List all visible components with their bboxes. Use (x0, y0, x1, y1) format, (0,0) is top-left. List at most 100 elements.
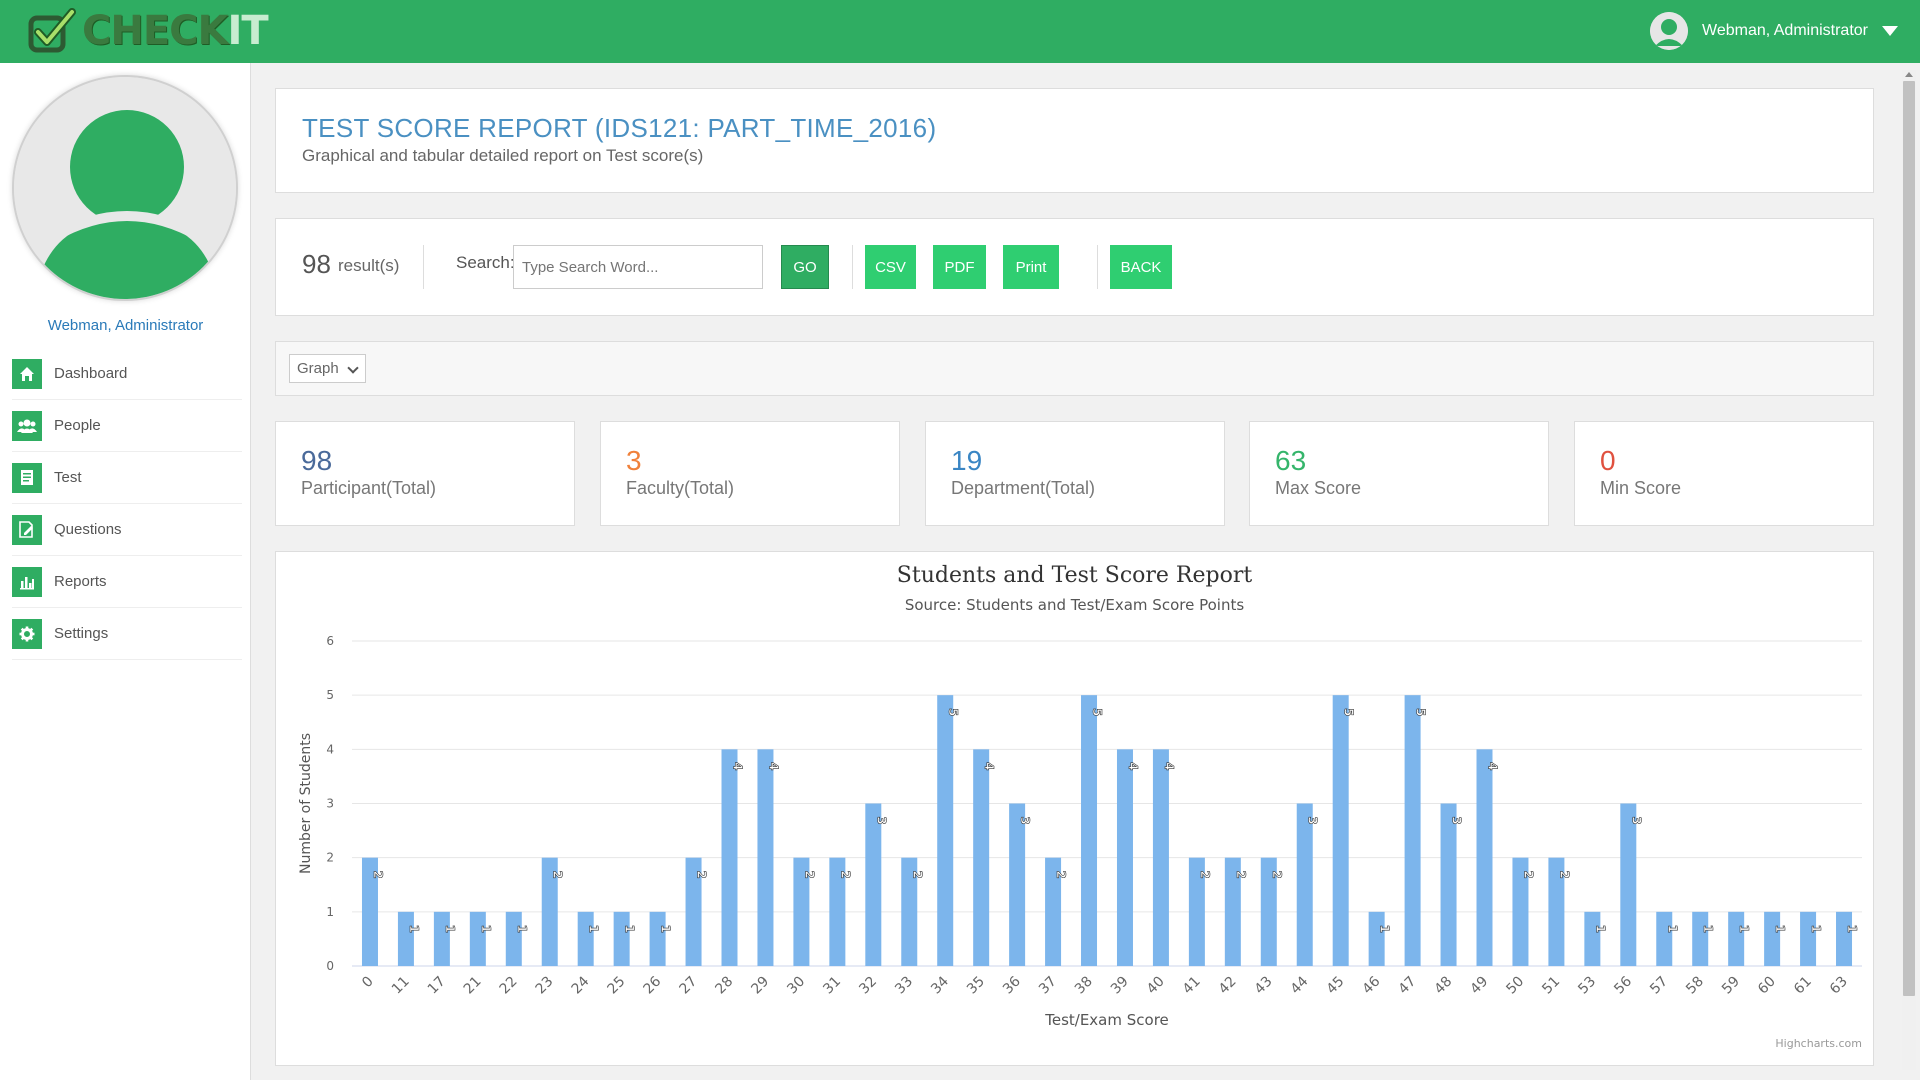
chart-bar (613, 911, 630, 966)
sidebar-item-people[interactable]: People (12, 400, 242, 452)
stat-label: Min Score (1600, 478, 1682, 498)
bar-data-label: 1 (659, 925, 673, 933)
pdf-button[interactable]: PDF (933, 245, 986, 289)
score-chart-panel: Students and Test Score Report Source: St… (275, 551, 1874, 1066)
stat-card-min-score: 0 Min Score (1574, 421, 1874, 526)
people-icon (12, 410, 42, 441)
chart-bar (1620, 803, 1637, 966)
stat-card-participants: 98 Participant(Total) (275, 421, 575, 526)
chart-bar (829, 857, 846, 966)
bar-data-label: 2 (1054, 870, 1068, 878)
csv-button[interactable]: CSV (865, 245, 916, 289)
y-tick-label: 5 (326, 688, 334, 702)
y-tick-label: 0 (326, 959, 334, 973)
back-button[interactable]: BACK (1110, 245, 1172, 289)
bar-data-label: 1 (1593, 925, 1607, 933)
bar-data-label: 4 (982, 762, 996, 770)
divider (423, 245, 424, 289)
bar-data-label: 3 (1018, 816, 1032, 824)
bar-data-label: 1 (515, 925, 529, 933)
user-avatar-icon (1650, 12, 1688, 50)
x-tick-label: 23 (533, 974, 557, 998)
bar-data-label: 3 (874, 816, 888, 824)
bar-data-label: 1 (1378, 925, 1392, 933)
bar-data-label: 2 (371, 870, 385, 878)
chart-bar (1584, 911, 1601, 966)
x-tick-label: 58 (1683, 974, 1707, 998)
stat-label: Max Score (1275, 478, 1362, 498)
y-tick-label: 1 (326, 905, 334, 919)
x-tick-label: 38 (1072, 974, 1096, 998)
chart-bar (1081, 695, 1098, 966)
chevron-down-icon[interactable] (1882, 26, 1898, 36)
view-select[interactable]: Graph (289, 354, 366, 383)
x-tick-label: 53 (1575, 974, 1599, 998)
stat-card-faculty: 3 Faculty(Total) (600, 421, 900, 526)
edit-document-icon (12, 514, 42, 545)
scroll-thumb[interactable] (1903, 81, 1915, 996)
bar-data-label: 3 (1306, 816, 1320, 824)
x-tick-label: 34 (928, 973, 952, 997)
document-icon (12, 462, 42, 493)
x-tick-label: 40 (1144, 974, 1168, 998)
top-bar: CHECKIT Webman, Administrator (0, 0, 1920, 63)
y-tick-label: 2 (326, 851, 334, 865)
x-tick-label: 24 (569, 973, 593, 997)
bar-data-label: 5 (1414, 708, 1428, 716)
chart-bar (577, 911, 594, 966)
page-scrollbar[interactable] (1902, 70, 1916, 1070)
bar-data-label: 5 (1090, 708, 1104, 716)
chart-title: Students and Test Score Report (897, 563, 1253, 588)
x-axis-label: Test/Exam Score (1044, 1011, 1169, 1029)
bar-chart-icon (12, 566, 42, 597)
chart-bar (1728, 911, 1745, 966)
user-menu[interactable]: Webman, Administrator (1650, 12, 1898, 50)
x-tick-label: 59 (1719, 974, 1743, 998)
app-logo[interactable]: CHECKIT (28, 5, 269, 57)
x-tick-label: 35 (964, 974, 988, 998)
bar-data-label: 1 (1809, 925, 1823, 933)
x-tick-label: 56 (1611, 973, 1635, 997)
view-selector-bar: Graph (275, 341, 1874, 396)
search-input[interactable] (513, 245, 763, 289)
stat-value: 19 (951, 445, 983, 476)
bar-data-label: 3 (1450, 816, 1464, 824)
user-silhouette-icon (14, 77, 236, 299)
chart-bar (469, 911, 486, 966)
stat-card-max-score: 63 Max Score (1249, 421, 1549, 526)
chart-bar (1152, 749, 1169, 966)
chart-bar (1476, 749, 1493, 966)
sidebar-item-dashboard[interactable]: Dashboard (12, 348, 242, 400)
x-tick-label: 27 (676, 974, 700, 998)
x-tick-label: 42 (1216, 974, 1240, 998)
x-tick-label: 26 (641, 973, 665, 997)
sidebar-item-questions[interactable]: Questions (12, 504, 242, 556)
stat-card-department: 19 Department(Total) (925, 421, 1225, 526)
bar-data-label: 2 (695, 870, 709, 878)
chart-bar (1692, 911, 1709, 966)
go-button[interactable]: GO (781, 245, 829, 289)
chart-bar (1368, 911, 1385, 966)
bar-data-label: 4 (1486, 762, 1500, 770)
chart-bar (901, 857, 918, 966)
scroll-up-arrow-icon[interactable] (1905, 72, 1913, 77)
chart-bar (649, 911, 666, 966)
stat-label: Faculty(Total) (626, 478, 735, 498)
x-tick-label: 49 (1467, 974, 1491, 998)
sidebar-item-label: Reports (54, 573, 107, 590)
sidebar-item-reports[interactable]: Reports (12, 556, 242, 608)
chart-subtitle: Source: Students and Test/Exam Score Poi… (905, 596, 1245, 614)
chart-bar (1116, 749, 1133, 966)
chart-bar (1440, 803, 1457, 966)
bar-data-label: 1 (587, 925, 601, 933)
x-tick-label: 31 (820, 974, 844, 998)
print-button[interactable]: Print (1003, 245, 1059, 289)
sidebar-item-settings[interactable]: Settings (12, 608, 242, 660)
x-tick-label: 33 (892, 974, 916, 998)
chart-bar (1045, 857, 1062, 966)
x-tick-label: 60 (1755, 974, 1779, 998)
page-header: TEST SCORE REPORT (IDS121: PART_TIME_201… (275, 88, 1874, 193)
chart-bar (793, 857, 810, 966)
sidebar-item-test[interactable]: Test (12, 452, 242, 504)
chart-bar (505, 911, 522, 966)
